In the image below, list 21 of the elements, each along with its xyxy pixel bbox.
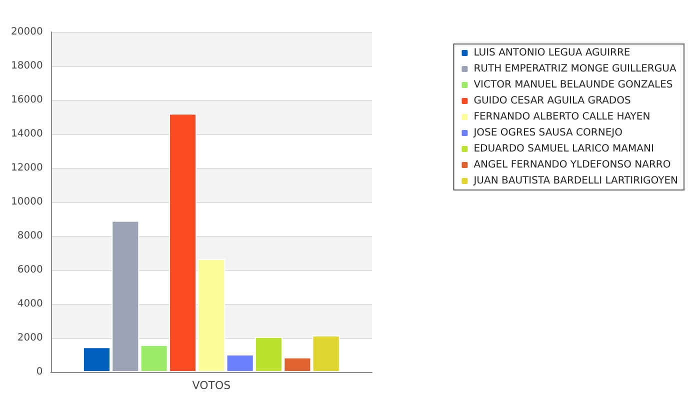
y-tick-label: 18000 [11, 60, 43, 72]
legend-label: ANGEL FERNANDO YLDEFONSO NARRO [474, 160, 671, 170]
y-tick-label: 4000 [17, 298, 43, 310]
legend-label: GUIDO CESAR AGUILA GRADOS [474, 96, 631, 106]
y-tick-label: 6000 [17, 264, 43, 276]
legend-label: JOSE OGRES SAUSA CORNEJO [472, 128, 623, 138]
legend-label: EDUARDO SAMUEL LARICO MAMANI [474, 144, 654, 154]
legend-label: VICTOR MANUEL BELAUNDE GONZALES [474, 80, 673, 90]
y-tick-label: 10000 [11, 196, 43, 208]
y-tick-label: 8000 [17, 230, 43, 242]
y-tick-label: 16000 [11, 94, 43, 106]
legend-label: FERNANDO ALBERTO CALLE HAYEN [474, 112, 650, 122]
y-tick-label: 14000 [11, 128, 43, 140]
legend-label: JUAN BAUTISTA BARDELLI LARTIRIGOYEN [472, 176, 678, 186]
y-tick-label: 20000 [11, 26, 43, 38]
y-tick-label: 0 [36, 366, 43, 378]
x-tick-label: VOTOS [192, 379, 231, 392]
y-tick-label: 12000 [11, 162, 43, 174]
legend-label: LUIS ANTONIO LEGUA AGUIRRE [474, 48, 630, 58]
legend-label: RUTH EMPERATRIZ MONGE GUILLERGUA [474, 64, 676, 74]
y-tick-label: 2000 [17, 332, 43, 344]
